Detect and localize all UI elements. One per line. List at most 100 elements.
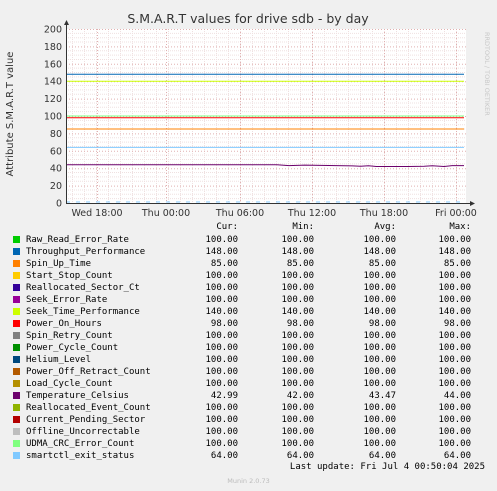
legend-row: Reallocated_Sector_Ct 100.00 100.00 100.00 1… bbox=[0, 282, 497, 294]
legend-series-name: Raw_Read_Error_Rate bbox=[26, 235, 129, 245]
col-header-cur: Cur: bbox=[216, 222, 238, 232]
legend-value-min: 100.00 bbox=[281, 427, 314, 437]
series-line-temperature_celsius bbox=[66, 164, 464, 168]
legend-value-avg: 100.00 bbox=[363, 403, 396, 413]
legend-series-name: Power_On_Hours bbox=[26, 319, 102, 329]
legend-row: Helium_Level 100.00 100.00 100.00 100.00 bbox=[0, 354, 497, 366]
legend-row: Power_Off_Retract_Count 100.00 100.00 100.0… bbox=[0, 366, 497, 378]
legend-swatch bbox=[13, 428, 20, 435]
legend-series-name: Helium_Level bbox=[26, 355, 92, 365]
legend-series-name: smartctl_exit_status bbox=[26, 451, 135, 461]
legend-row: Reallocated_Event_Count 100.00 100.00 100.0… bbox=[0, 402, 497, 414]
legend-series-name: Reallocated_Sector_Ct bbox=[26, 283, 140, 293]
legend-value-min: 100.00 bbox=[281, 439, 314, 449]
x-tick-labels: Wed 18:00 Thu 00:00 Thu 06:00 Thu 12:00 Thu … bbox=[71, 208, 476, 218]
y-tick-label: 20 bbox=[50, 181, 62, 192]
legend-value-max: 100.00 bbox=[438, 367, 471, 377]
legend-swatch bbox=[13, 368, 20, 375]
legend-value-min: 148.00 bbox=[281, 247, 314, 257]
legend-value-cur: 100.00 bbox=[205, 283, 238, 293]
legend-row: Spin_Retry_Count 100.00 100.00 100.00 100.00 bbox=[0, 330, 497, 342]
legend-value-avg: 100.00 bbox=[363, 439, 396, 449]
legend-value-cur: 98.00 bbox=[210, 319, 238, 329]
x-tick-label: Thu 00:00 bbox=[141, 208, 190, 218]
x-tick-label: Thu 12:00 bbox=[287, 208, 336, 218]
legend-value-avg: 100.00 bbox=[363, 295, 396, 305]
x-tick-label: Wed 18:00 bbox=[71, 208, 122, 218]
legend-series-name: Reallocated_Event_Count bbox=[26, 403, 151, 413]
legend-swatch bbox=[13, 248, 20, 255]
legend-row: Seek_Error_Rate 100.00 100.00 100.00 100.00 bbox=[0, 294, 497, 306]
legend-value-cur: 100.00 bbox=[205, 235, 238, 245]
legend-swatch bbox=[13, 272, 20, 279]
legend-series-name: Seek_Time_Performance bbox=[26, 307, 140, 317]
legend-value-max: 100.00 bbox=[438, 283, 471, 293]
y-tick-label: 80 bbox=[50, 129, 62, 140]
legend-row: Offline_Uncorrectable 100.00 100.00 100.00 1… bbox=[0, 426, 497, 438]
x-tick-label: Thu 18:00 bbox=[359, 208, 408, 218]
y-tick-label: 40 bbox=[50, 164, 62, 175]
legend-value-max: 100.00 bbox=[438, 295, 471, 305]
legend-value-max: 100.00 bbox=[438, 403, 471, 413]
col-header-min: Min: bbox=[292, 222, 314, 232]
legend-series-name: Power_Cycle_Count bbox=[26, 343, 119, 353]
legend-swatch bbox=[13, 380, 20, 387]
legend-value-avg: 100.00 bbox=[363, 283, 396, 293]
legend-series-name: Throughput_Performance bbox=[26, 247, 146, 257]
legend-swatch bbox=[13, 332, 20, 339]
legend-value-min: 64.00 bbox=[286, 451, 314, 461]
legend-row: Start_Stop_Count 100.00 100.00 100.00 100.00 bbox=[0, 270, 497, 282]
legend-value-cur: 85.00 bbox=[210, 259, 238, 269]
legend-value-min: 42.00 bbox=[286, 391, 314, 401]
legend-value-cur: 148.00 bbox=[205, 247, 238, 257]
legend-series-name: Offline_Uncorrectable bbox=[26, 427, 140, 437]
legend-value-min: 100.00 bbox=[281, 415, 314, 425]
legend-row: Throughput_Performance 148.00 148.00 148.00… bbox=[0, 246, 497, 258]
legend-value-cur: 100.00 bbox=[205, 367, 238, 377]
legend-value-avg: 100.00 bbox=[363, 415, 396, 425]
legend-value-max: 85.00 bbox=[443, 259, 471, 269]
legend-series-name: Spin_Up_Time bbox=[26, 259, 92, 269]
legend-value-avg: 85.00 bbox=[368, 259, 396, 269]
legend-row: Current_Pending_Sector 100.00 100.00 100.00… bbox=[0, 414, 497, 426]
legend-value-avg: 100.00 bbox=[363, 427, 396, 437]
legend-value-max: 44.00 bbox=[443, 391, 471, 401]
legend-swatch bbox=[13, 344, 20, 351]
legend-value-avg: 64.00 bbox=[368, 451, 396, 461]
legend-value-max: 100.00 bbox=[438, 331, 471, 341]
legend-value-min: 100.00 bbox=[281, 367, 314, 377]
legend-value-max: 100.00 bbox=[438, 355, 471, 365]
legend-swatch bbox=[13, 320, 20, 327]
legend-value-max: 100.00 bbox=[438, 271, 471, 281]
legend-series-name: UDMA_CRC_Error_Count bbox=[26, 439, 135, 449]
legend-row: Power_On_Hours 98.00 98.00 98.00 98.00 bbox=[0, 318, 497, 330]
col-header-avg: Avg: bbox=[374, 222, 396, 232]
legend-value-max: 100.00 bbox=[438, 427, 471, 437]
y-tick-label: 120 bbox=[44, 94, 62, 105]
chart-plot: S.M.A.R.T values for drive sdb - by day … bbox=[5, 11, 491, 218]
y-tick-label: 0 bbox=[56, 199, 62, 210]
legend-value-cur: 100.00 bbox=[205, 355, 238, 365]
legend-value-cur: 100.00 bbox=[205, 331, 238, 341]
legend-value-min: 100.00 bbox=[281, 235, 314, 245]
legend-value-max: 140.00 bbox=[438, 307, 471, 317]
legend-swatch bbox=[13, 260, 20, 267]
legend-swatch bbox=[13, 416, 20, 423]
y-tick-label: 200 bbox=[44, 25, 62, 36]
y-tick-label: 100 bbox=[44, 112, 62, 123]
legend-row: Temperature_Celsius 42.99 42.00 43.47 44.00 bbox=[0, 390, 497, 402]
legend-value-min: 100.00 bbox=[281, 283, 314, 293]
x-axis-arrow bbox=[470, 201, 475, 206]
legend-value-avg: 148.00 bbox=[363, 247, 396, 257]
y-tick-labels: 0 20 40 60 80 100 120 140 160 180 200 bbox=[44, 25, 62, 210]
legend-value-max: 148.00 bbox=[438, 247, 471, 257]
legend-series-name: Seek_Error_Rate bbox=[26, 295, 108, 305]
legend-series-name: Spin_Retry_Count bbox=[26, 331, 113, 341]
legend-row: smartctl_exit_status 64.00 64.00 64.00 64.00 bbox=[0, 450, 497, 462]
legend-value-min: 100.00 bbox=[281, 403, 314, 413]
legend-swatch bbox=[13, 452, 20, 459]
axes bbox=[64, 20, 475, 206]
legend-value-max: 100.00 bbox=[438, 343, 471, 353]
legend-value-avg: 100.00 bbox=[363, 367, 396, 377]
legend-value-avg: 100.00 bbox=[363, 331, 396, 341]
